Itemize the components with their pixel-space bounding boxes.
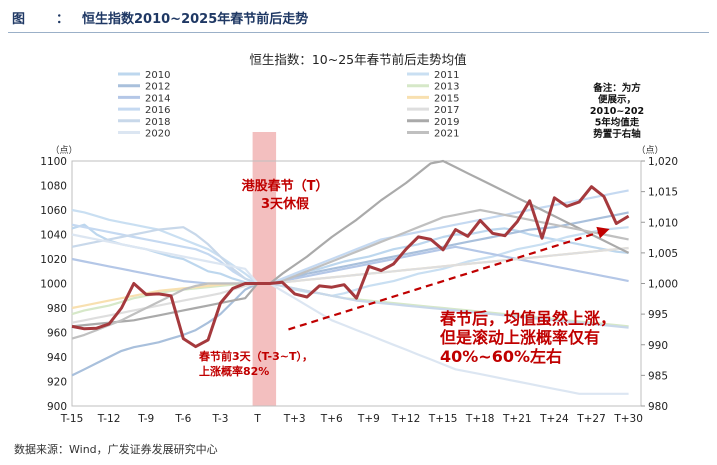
series-line-2018 [71,226,629,329]
pre-annotation-line-2: 上涨概率82% [199,364,269,378]
x-tick-T+24: T+24 [539,413,569,425]
figure-colon: ： [56,12,70,27]
holiday-band [252,132,277,406]
left-tick-1080: 1080 [40,181,67,193]
legend-label-2011: 2011 [434,70,459,81]
axes: （点） （点） 900 920 940 960 980 1000 1020 1040 1060 108… [40,145,678,425]
series-line-2010 [71,223,629,285]
post-annotation-line-3: 40%~60%左右 [440,347,562,366]
right-tick-8: 1,020 [648,156,678,168]
x-tick-T+3: T+3 [283,413,306,425]
left-tick-920: 920 [47,377,67,389]
left-tick-940: 940 [47,352,67,364]
left-tick-900: 900 [47,401,67,413]
x-tick-T+6: T+6 [320,413,343,425]
post-annotation-line-1: 春节后，均值虽然上涨， [439,309,616,328]
mean-series-polyline [71,185,630,349]
left-tick-1060: 1060 [40,205,67,217]
trend-arrow-head [596,226,610,239]
x-tick-T-6: T-6 [174,413,191,425]
right-tick-7: 1,015 [648,187,678,199]
x-tick-T+27: T+27 [576,413,606,425]
right-tick-5: 1,005 [648,248,678,260]
note-line-4: 5年均值走 [595,117,640,129]
left-axis-unit: （点） [50,145,77,156]
legend-label-2016: 2016 [145,105,170,116]
series-line-2020 [71,233,629,395]
right-tick-3: 995 [648,309,668,321]
note-line-2: 便展示， [598,94,636,106]
x-tick-T+18: T+18 [465,413,495,425]
legend-label-2012: 2012 [145,82,170,93]
line-chart: 恒生指数：10~25年春节前后走势均值 2010 2011 2012 2013 2014… [40,52,678,425]
x-tick-T+12: T+12 [391,413,421,425]
legend-label-2020: 2020 [145,129,170,140]
legend-label-2018: 2018 [145,117,170,128]
right-tick-1: 985 [648,370,668,382]
right-axis-unit: （点） [636,145,663,156]
series-line-2019 [71,159,630,328]
legend-label-2021: 2021 [434,129,459,140]
note-line-5: 势置于右轴 [593,128,641,140]
figure-title: 恒生指数2010~2025年春节前后走势 [82,12,309,27]
right-tick-2: 990 [648,340,668,352]
mean-series-line [71,185,630,349]
holiday-band-rect [252,132,277,406]
legend-label-2015: 2015 [434,93,459,104]
legend-label-2010: 2010 [145,70,170,81]
right-tick-0: 980 [648,401,668,413]
x-tick-T-12: T-12 [97,413,121,425]
x-tick-T+21: T+21 [502,413,532,425]
legend-label-2013: 2013 [434,82,459,93]
trend-arrow [288,226,610,331]
x-tick-T-9: T-9 [137,413,154,425]
x-tick-T+15: T+15 [428,413,458,425]
band-sublabel: 3天休假 [261,196,310,212]
x-tick-T-15: T-15 [60,413,84,425]
header-rule [8,32,709,33]
note-line-1: 备注：为方 [592,82,641,94]
x-tick-T+30: T+30 [613,413,643,425]
x-tick-T+9: T+9 [357,413,380,425]
series-line-2012 [71,211,629,377]
left-tick-1000: 1000 [40,279,67,291]
right-tick-6: 1,010 [648,217,678,229]
source-note: 数据来源：Wind，广发证券发展研究中心 [14,443,218,456]
pre-annotation-line-1: 春节前3天（T-3~T）， [199,349,313,363]
legend-label-2014: 2014 [145,93,170,104]
left-tick-1100: 1100 [40,156,67,168]
x-tick-T-3: T-3 [211,413,228,425]
figure-label: 图 [12,12,26,27]
figure-header: 图 ： 恒生指数2010~2025年春节前后走势 [0,0,717,34]
right-tick-4: 1,000 [648,279,678,291]
x-tick-T: T [253,413,261,425]
series-line-2017 [71,246,629,324]
band-label: 港股春节（T） [242,178,329,194]
legend-label-2019: 2019 [434,117,459,128]
post-annotation-line-2: 但是滚动上涨概率仅有 [440,328,600,347]
legend: 2010 2011 2012 2013 2014 2015 2016 2017 2018 2019… [118,70,459,140]
chart-title: 恒生指数：10~25年春节前后走势均值 [249,52,466,67]
series-line-2016 [71,189,629,285]
left-tick-1020: 1020 [40,254,67,266]
left-tick-960: 960 [47,328,67,340]
legend-label-2017: 2017 [434,105,459,116]
note-line-3: 2010~202 [590,106,644,117]
left-tick-980: 980 [47,303,67,315]
left-tick-1040: 1040 [40,230,67,242]
series-line-2014 [71,245,629,285]
